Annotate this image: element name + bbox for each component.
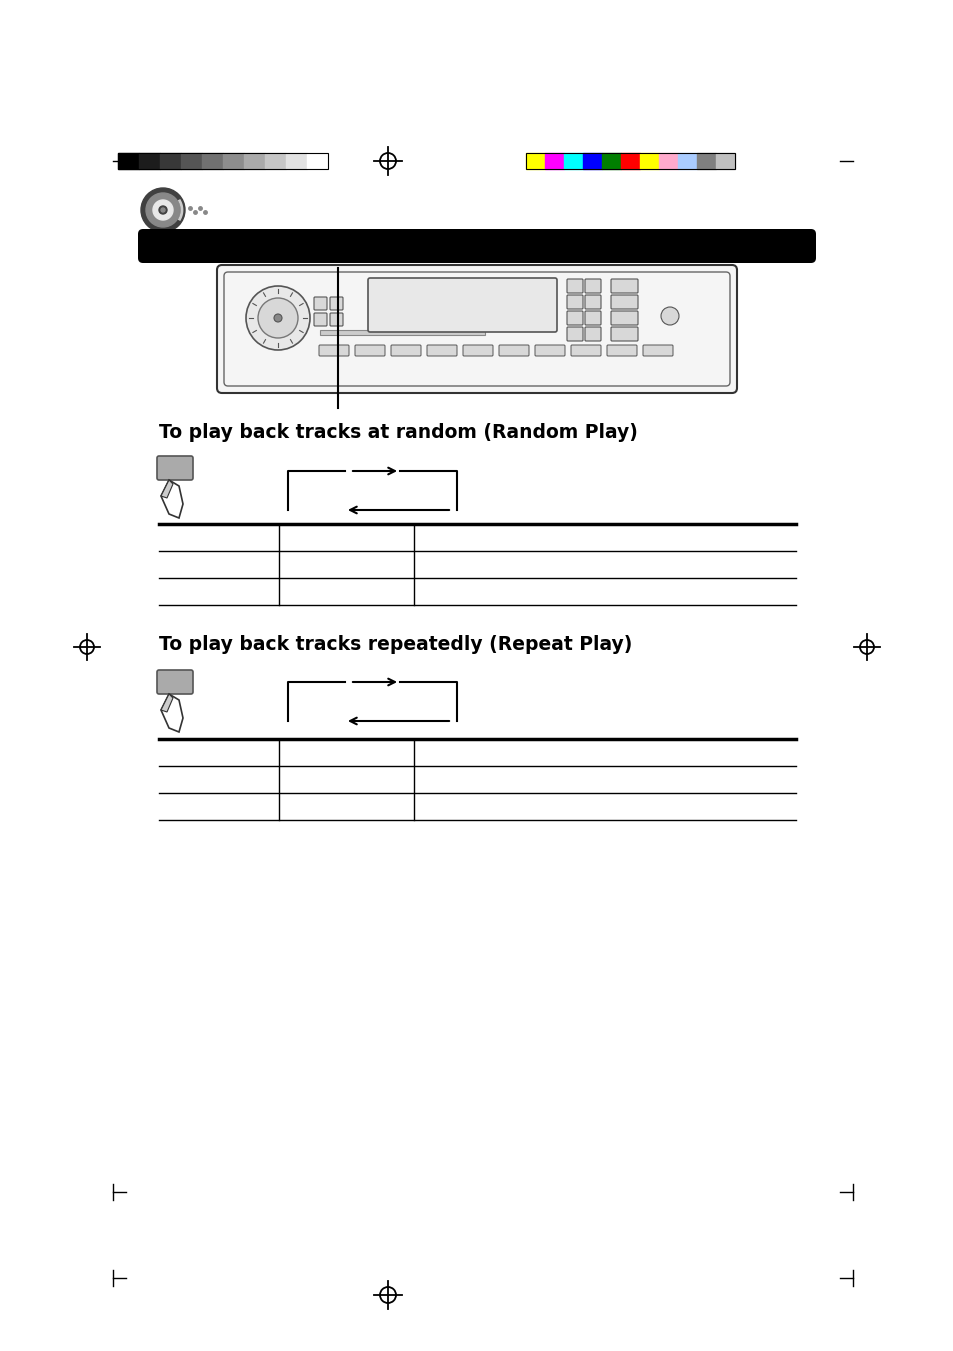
FancyBboxPatch shape: [610, 280, 638, 293]
Circle shape: [257, 299, 297, 338]
FancyBboxPatch shape: [318, 345, 349, 357]
Circle shape: [274, 313, 282, 322]
FancyBboxPatch shape: [584, 295, 600, 309]
FancyBboxPatch shape: [314, 297, 327, 309]
FancyBboxPatch shape: [566, 295, 582, 309]
Text: To play back tracks at random (Random Play): To play back tracks at random (Random Pl…: [159, 423, 638, 442]
FancyBboxPatch shape: [498, 345, 529, 357]
Bar: [202, 153, 223, 169]
FancyBboxPatch shape: [427, 345, 456, 357]
Bar: [181, 153, 202, 169]
FancyBboxPatch shape: [368, 278, 557, 332]
FancyBboxPatch shape: [330, 297, 343, 309]
Bar: [620, 153, 639, 169]
Bar: [525, 153, 544, 169]
Bar: [697, 153, 716, 169]
FancyBboxPatch shape: [216, 265, 737, 393]
Bar: [678, 153, 697, 169]
FancyBboxPatch shape: [610, 327, 638, 340]
FancyBboxPatch shape: [157, 457, 193, 480]
FancyBboxPatch shape: [584, 311, 600, 326]
FancyBboxPatch shape: [138, 230, 815, 263]
Bar: [160, 153, 181, 169]
FancyBboxPatch shape: [566, 327, 582, 340]
FancyBboxPatch shape: [571, 345, 600, 357]
Circle shape: [660, 307, 679, 326]
Bar: [265, 153, 286, 169]
Bar: [319, 330, 484, 335]
FancyBboxPatch shape: [566, 280, 582, 293]
FancyBboxPatch shape: [642, 345, 672, 357]
FancyBboxPatch shape: [610, 311, 638, 326]
Circle shape: [146, 193, 180, 227]
Bar: [286, 153, 307, 169]
FancyBboxPatch shape: [355, 345, 385, 357]
FancyBboxPatch shape: [584, 327, 600, 340]
FancyBboxPatch shape: [606, 345, 637, 357]
Text: To play back tracks repeatedly (Repeat Play): To play back tracks repeatedly (Repeat P…: [159, 635, 632, 654]
Bar: [601, 153, 620, 169]
FancyBboxPatch shape: [314, 313, 327, 326]
Bar: [118, 153, 139, 169]
FancyBboxPatch shape: [330, 313, 343, 326]
Bar: [563, 153, 582, 169]
FancyBboxPatch shape: [535, 345, 564, 357]
Bar: [639, 153, 659, 169]
FancyBboxPatch shape: [610, 295, 638, 309]
Bar: [244, 153, 265, 169]
Bar: [118, 153, 328, 169]
FancyBboxPatch shape: [157, 670, 193, 694]
Bar: [139, 153, 160, 169]
Circle shape: [161, 208, 165, 212]
Polygon shape: [161, 694, 172, 712]
Circle shape: [246, 286, 310, 350]
Bar: [544, 153, 563, 169]
Circle shape: [152, 200, 172, 220]
Bar: [307, 153, 328, 169]
Polygon shape: [161, 480, 172, 499]
FancyBboxPatch shape: [224, 272, 729, 386]
Bar: [582, 153, 601, 169]
Bar: [716, 153, 734, 169]
Circle shape: [159, 205, 167, 213]
Polygon shape: [161, 694, 183, 732]
Circle shape: [141, 188, 185, 232]
FancyBboxPatch shape: [566, 311, 582, 326]
Bar: [223, 153, 244, 169]
FancyBboxPatch shape: [584, 280, 600, 293]
Polygon shape: [161, 480, 183, 517]
Bar: [525, 153, 734, 169]
Bar: [659, 153, 678, 169]
FancyBboxPatch shape: [391, 345, 420, 357]
FancyBboxPatch shape: [462, 345, 493, 357]
